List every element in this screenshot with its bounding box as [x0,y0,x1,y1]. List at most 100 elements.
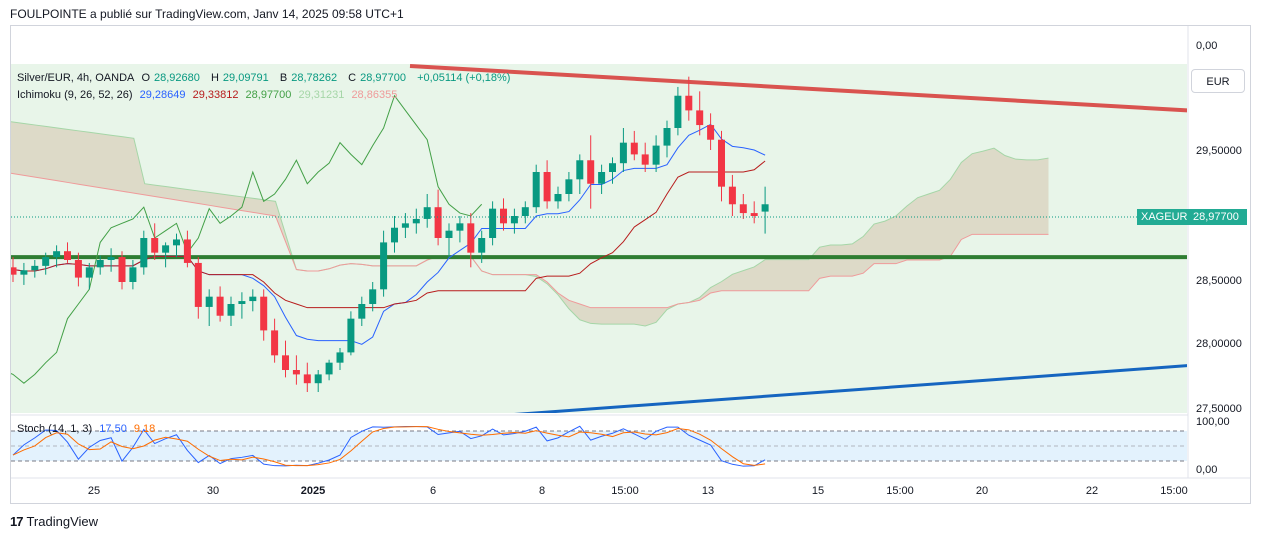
stoch-tick-label: 100,00 [1196,416,1230,428]
time-tick-label: 20 [976,485,988,497]
candle-body [391,227,398,243]
candle-body [162,245,170,253]
candle-body [118,257,126,282]
close-label: C [348,72,357,84]
low-label: B [279,72,288,84]
time-tick-label: 6 [430,485,436,497]
tradingview-name: TradingView [26,514,99,529]
candle-body [619,142,627,164]
candle-body [718,139,725,187]
stoch-k-line [12,425,766,467]
candle-body [728,186,736,205]
candle-body [74,260,82,278]
legend-high: H 29,09791 [211,72,273,84]
candle-body [314,374,322,384]
ichimoku-kijun-value: 29,33812 [192,89,239,101]
symbol-price-tag: XAGEUR [1137,209,1192,225]
candle-body [565,179,573,194]
ichimoku-span-b-value: 28,86355 [351,89,398,101]
candle-body [685,95,693,111]
candle-body [750,213,758,216]
candle-body [532,172,540,208]
candle-body [521,207,529,216]
time-tick-label: 15 [812,485,824,497]
price-tick-label: 27,50000 [1196,403,1242,415]
candle-body [478,238,486,253]
candle-body [140,238,148,268]
candles [11,76,769,392]
price-tick-label: 28,00000 [1196,338,1242,350]
candle-body [456,223,464,231]
candle-body [423,207,431,219]
candle-body [183,239,191,263]
candle-body [129,267,137,282]
candle-body [652,145,660,165]
time-tick-label: 15:00 [886,485,914,497]
currency-button[interactable]: EUR [1191,69,1245,93]
legend-low: B 28,78262 [280,72,341,84]
candle-body [53,251,61,258]
stoch-d-line [12,426,766,467]
candle-body [663,128,671,146]
candle-body [554,194,562,202]
candle-body [303,374,311,384]
time-tick-label: 25 [88,485,100,497]
candle-body [64,251,71,260]
rising-trend-line [514,364,1187,413]
stoch-legend[interactable]: Stoch (14, 1, 3) 17,50 9,18 [17,423,159,435]
candle-body [325,362,333,375]
ichimoku-legend[interactable]: Ichimoku (9, 26, 52, 26) 29,28649 29,338… [17,89,401,101]
candle-body [11,267,17,275]
candle-body [173,239,180,246]
candle-body [358,304,366,319]
candle-body [271,330,279,356]
time-tick-label: 8 [539,485,545,497]
candle-body [216,296,224,316]
candle-body [761,204,769,212]
candle-body [107,257,115,260]
candle-body [598,172,606,184]
chikou-line [11,94,483,384]
trend-lines[interactable] [11,64,1188,421]
candle-body [96,260,104,268]
candle-body [696,110,704,126]
candle-body [609,163,616,172]
low-value: 28,78262 [291,72,338,84]
candle-body [20,270,28,275]
ichimoku-lines [11,94,766,384]
legend-close: C 28,97700 [348,72,410,84]
candle-body [543,172,551,202]
candle-body [510,216,518,224]
symbol-legend[interactable]: Silver/EUR, 4h, OANDA O 28,92680 H 29,0979… [17,72,514,84]
time-tick-label: 15:00 [611,485,639,497]
high-value: 29,09791 [222,72,269,84]
tradingview-logo-icon: 17 [10,514,24,529]
time-tick-label: 2025 [301,485,325,497]
change-value: +0,05114 (+0,18%) [417,72,511,84]
tradingview-branding[interactable]: 17 TradingView [10,514,98,529]
candle-body [500,208,507,224]
last-price-tag: 28,97700 [1189,209,1247,225]
publication-header: FOULPOINTE a publié sur TradingView.com,… [10,7,404,21]
candle-body [42,257,50,266]
stoch-k-value: 17,50 [99,423,127,435]
candle-body [249,296,257,302]
price-tick-label: 28,50000 [1196,275,1242,287]
ichimoku-chikou-value: 28,97700 [245,89,292,101]
candle-body [641,154,649,165]
candle-body [205,296,213,307]
time-tick-label: 22 [1086,485,1098,497]
candle-body [194,262,202,307]
candle-body [292,370,300,375]
resistance-trend-line [409,64,1187,113]
ichimoku-label: Ichimoku (9, 26, 52, 26) [17,89,133,101]
price-tick-label: 29,50000 [1196,145,1242,157]
background-band [11,64,1187,413]
legend-open: O 28,92680 [141,72,203,84]
candle-body [630,142,638,155]
high-label: H [210,72,219,84]
cloud-fill [11,121,1049,326]
candle-body [467,223,475,253]
candle-body [260,296,268,331]
